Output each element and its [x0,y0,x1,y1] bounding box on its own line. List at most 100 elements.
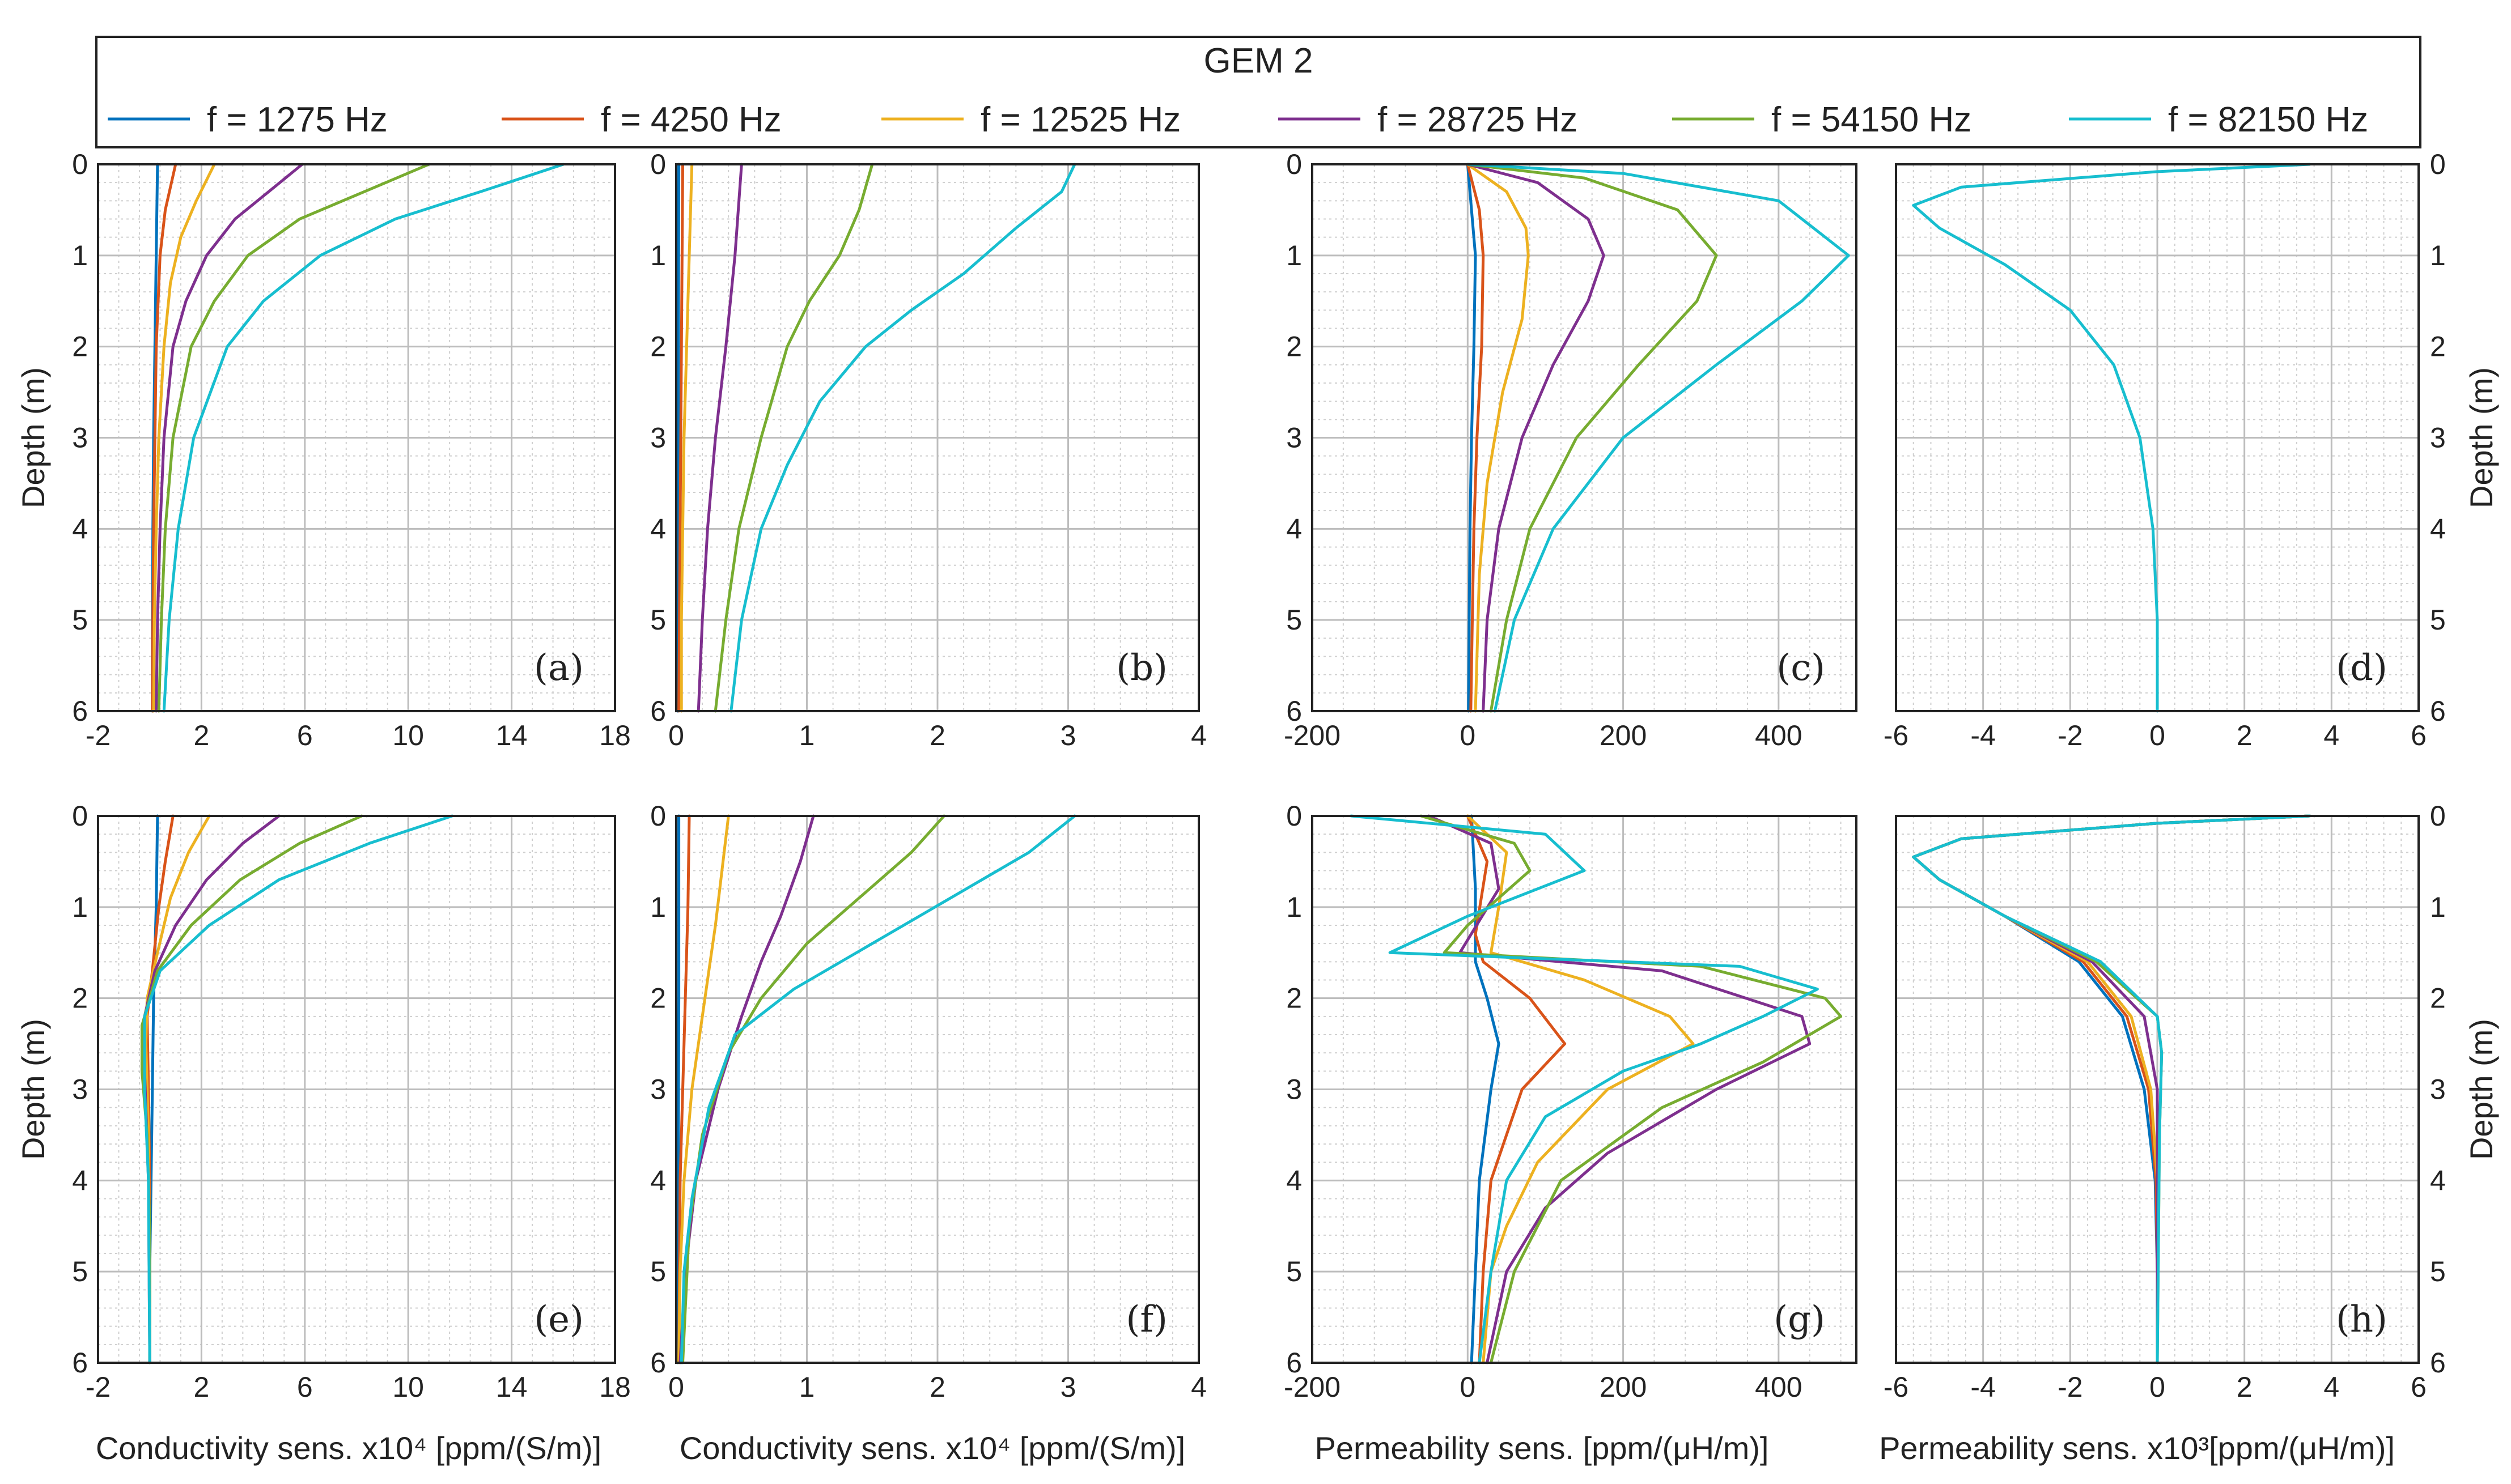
x-tick-label: 0 [668,1371,684,1403]
legend: GEM 2 f = 1275 Hz f = 4250 Hz f = 12525 Hz… [95,36,2421,148]
series-line-12525hz [680,163,694,713]
x-tick-label: 4 [2323,720,2339,751]
y-tick-label: 3 [72,422,88,454]
y-tick-label: 0 [1286,148,1302,180]
figure-title: GEM 2 [1204,41,1313,80]
y-axis-title: Depth (m) [15,367,51,508]
panel-letter: (c) [1776,647,1825,689]
xlabel-col1: Conductivity sens. x10⁴ [ppm/(S/m)] [96,1430,601,1466]
panel-letter: (b) [1116,647,1168,689]
y-tick-label: 4 [1286,1164,1302,1196]
y-tick-label: 1 [650,891,666,923]
y-tick-label: 5 [2430,604,2446,636]
series-line-4250hz [1466,163,1485,713]
series-line-82150hz [1912,814,2311,1364]
x-tick-label: -6 [1884,720,1908,751]
y-tick-label: 6 [2430,1347,2446,1379]
y-axis-title: Depth (m) [2463,367,2499,508]
y-tick-label: 4 [2430,1164,2446,1196]
y-tick-label: 5 [1286,1256,1302,1287]
y-tick-label: 2 [72,331,88,363]
axes-frame [675,815,1200,1364]
x-tick-label: -6 [1884,1371,1908,1403]
x-tick-label: -4 [1970,720,1995,751]
legend-label-5: f = 54150 Hz [1771,100,1971,139]
y-tick-label: 6 [72,1347,88,1379]
x-tick-label: 2 [2237,1371,2253,1403]
y-tick-label: 1 [650,240,666,271]
series-line-82150hz [729,163,1076,713]
y-tick-label: 1 [72,240,88,271]
x-tick-label: 200 [1600,720,1647,751]
y-tick-label: 5 [72,604,88,636]
y-tick-label: 2 [650,983,666,1014]
x-tick-label: 1 [799,720,815,751]
y-tick-label: 4 [72,513,88,545]
y-tick-label: 6 [72,695,88,727]
x-tick-label: 6 [2411,720,2427,751]
y-tick-label: 3 [650,1074,666,1105]
y-tick-label: 2 [1286,983,1302,1014]
x-tick-label: 0 [2149,720,2165,751]
panel-letter: (h) [2336,1299,2387,1341]
y-tick-label: 2 [2430,331,2446,363]
x-tick-label: -4 [1970,1371,1995,1403]
series-line-54150hz [714,163,874,713]
panel-b: 0 1 2 3 4 0 1 2 3 4 5 6 (b) [650,148,1207,751]
x-tick-label: 200 [1600,1371,1647,1403]
y-tick-label: 0 [2430,800,2446,832]
legend-frame [95,36,2421,148]
series-line-82150hz [143,814,454,1364]
series-line-28725hz [1466,163,1605,713]
x-tick-label: 0 [2149,1371,2165,1403]
axes-frame [1311,163,1857,712]
x-tick-label: -2 [86,720,111,751]
y-tick-label: 3 [1286,1074,1302,1105]
x-tick-label: 400 [1755,1371,1802,1403]
x-tick-label: 400 [1755,720,1802,751]
axes-frame [1895,163,2420,712]
x-tick-label: 2 [193,1371,209,1403]
y-tick-label: 5 [1286,604,1302,636]
x-tick-label: -200 [1284,720,1341,751]
y-tick-label: 5 [650,604,666,636]
series-line-12525hz [1466,163,1530,713]
y-tick-label: 1 [1286,240,1302,271]
y-tick-label: 6 [2430,695,2446,727]
legend-label-6: f = 82150 Hz [2168,100,2368,139]
x-tick-label: 14 [496,720,528,751]
x-tick-label: -2 [2058,720,2082,751]
panel-letter: (a) [534,647,584,689]
series-line-4250hz [677,163,684,713]
x-tick-label: 6 [297,1371,313,1403]
series-line-12525hz [677,814,730,1364]
x-tick-label: 14 [496,1371,528,1403]
y-tick-label: 0 [2430,148,2446,180]
x-tick-label: 4 [1191,720,1207,751]
axes-frame [1311,815,1857,1364]
series-line-12525hz [152,163,216,713]
series-line-28725hz [1427,814,1812,1364]
y-tick-label: 0 [72,800,88,832]
series-line-1275hz [676,163,681,713]
panel-e: -2 2 6 10 14 18 0 1 2 3 4 5 6 Depth (m) (e) [15,800,631,1403]
legend-label-4: f = 28725 Hz [1377,100,1577,139]
x-tick-label: 0 [1460,720,1475,751]
y-tick-label: 2 [2430,983,2446,1014]
y-tick-label: 4 [72,1164,88,1196]
legend-label-1: f = 1275 Hz [207,100,388,139]
axes-frame [97,163,616,712]
x-tick-label: 6 [2411,1371,2427,1403]
y-tick-label: 1 [1286,891,1302,923]
xlabel-col4: Permeability sens. x10³[ppm/(μH/m)] [1879,1430,2395,1466]
y-tick-label: 3 [650,422,666,454]
y-tick-label: 6 [1286,1347,1302,1379]
y-tick-label: 2 [72,983,88,1014]
y-tick-label: 0 [72,148,88,180]
y-tick-label: 2 [1286,331,1302,363]
series-line-1275hz [1466,163,1477,713]
x-tick-label: 2 [930,720,945,751]
y-tick-label: 0 [650,148,666,180]
panel-letter: (f) [1126,1299,1168,1341]
